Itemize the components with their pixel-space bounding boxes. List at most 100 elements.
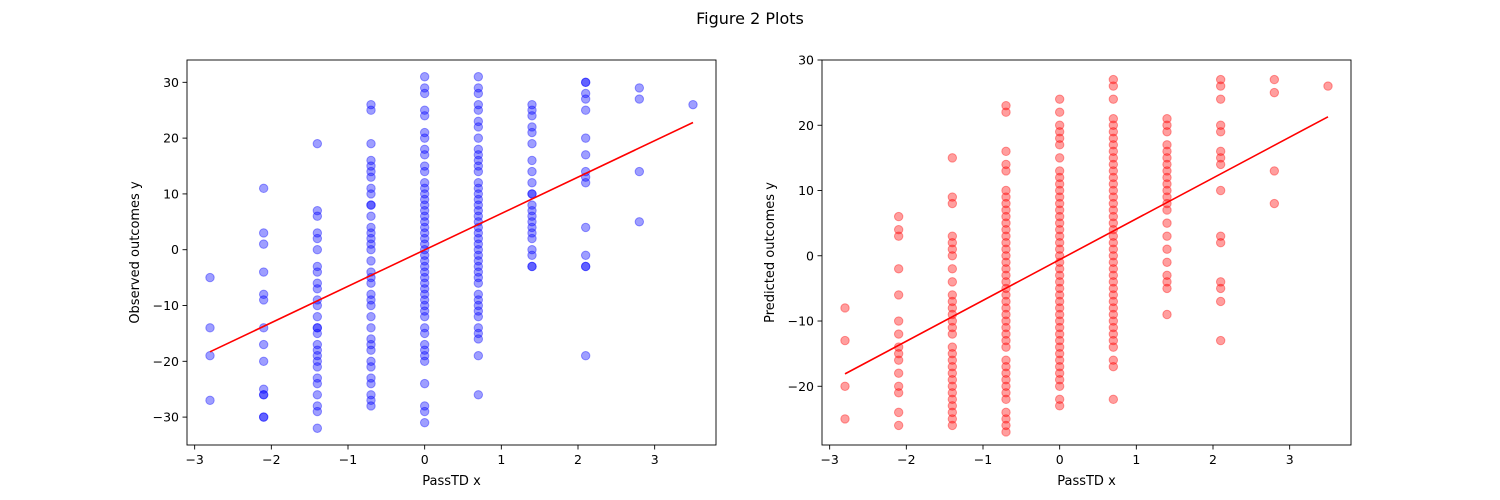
scatter-point	[419, 105, 430, 115]
scatter-point	[419, 161, 430, 171]
scatter-point	[1323, 81, 1333, 91]
scatter-point	[419, 345, 430, 355]
scatter-point	[580, 105, 591, 115]
scatter-point	[473, 256, 484, 266]
scatter-point	[580, 88, 591, 99]
scatter-point	[419, 83, 430, 93]
scatter-point	[1215, 120, 1226, 130]
scatter-point	[893, 407, 904, 418]
x-tick-label: −3	[185, 452, 203, 467]
scatter-point	[1001, 388, 1011, 398]
scatter-point	[419, 328, 430, 339]
scatter-point	[1162, 120, 1172, 130]
scatter-point	[1108, 211, 1119, 222]
scatter-point	[419, 200, 430, 210]
scatter-point	[1054, 296, 1065, 307]
scatter-point	[1054, 401, 1065, 411]
scatter-point	[1001, 231, 1011, 241]
scatter-point	[1215, 81, 1226, 91]
scatter-point	[947, 414, 958, 424]
scatter-point	[473, 267, 484, 277]
scatter-point	[366, 395, 376, 406]
scatter-point	[1108, 329, 1119, 339]
scatter-point	[473, 88, 484, 99]
scatter-point	[419, 144, 430, 154]
scatter-point	[473, 245, 484, 255]
scatter-point	[473, 133, 484, 143]
scatter-point	[1001, 296, 1011, 307]
scatter-point	[893, 231, 904, 241]
scatter-point	[1001, 100, 1011, 111]
y-tick-label: −20	[788, 379, 814, 394]
scatter-point	[312, 328, 323, 339]
scatter-point	[419, 378, 430, 389]
scatter-point	[419, 339, 430, 350]
scatter-point	[312, 406, 323, 417]
scatter-point	[1054, 355, 1065, 365]
scatter-point	[1162, 172, 1172, 183]
scatter-point	[312, 351, 323, 361]
scatter-point	[473, 233, 484, 244]
scatter-point	[527, 166, 537, 177]
scatter-point	[312, 323, 323, 333]
scatter-point	[1215, 296, 1226, 307]
scatter-point	[1108, 146, 1119, 157]
scatter-point	[419, 228, 430, 238]
scatter-point	[1001, 257, 1011, 267]
scatter-point	[1108, 257, 1119, 267]
scatter-point	[947, 355, 958, 365]
scatter-point	[1108, 74, 1119, 85]
scatter-point	[1108, 303, 1119, 313]
scatter-point	[473, 161, 484, 171]
scatter-point	[473, 289, 484, 300]
scatter-point	[1001, 166, 1011, 176]
scatter-point	[1108, 185, 1119, 196]
scatter-point	[580, 150, 591, 160]
scatter-point	[473, 306, 484, 316]
scatter-point	[840, 335, 850, 346]
scatter-point	[634, 83, 645, 93]
scatter-point	[258, 267, 269, 277]
axes-frame	[186, 59, 717, 446]
scatter-point	[527, 122, 537, 132]
scatter-point	[947, 238, 958, 248]
scatter-point	[258, 239, 269, 249]
scatter-point	[419, 351, 430, 361]
scatter-point	[1215, 277, 1226, 287]
scatter-point	[527, 127, 537, 138]
y-tick-label: −30	[153, 410, 179, 425]
scatter-point	[1001, 185, 1011, 196]
scatter-point	[1108, 179, 1119, 189]
scatter-point	[947, 264, 958, 274]
scatter-point	[840, 303, 850, 313]
regression-line	[209, 121, 694, 353]
scatter-point	[1054, 348, 1065, 359]
scatter-point	[366, 390, 376, 400]
scatter-point	[366, 289, 376, 300]
scatter-point	[1108, 238, 1119, 248]
x-axis-label: PassTD x	[1057, 474, 1116, 489]
scatter-point	[1054, 218, 1065, 228]
scatter-point	[1108, 198, 1119, 209]
scatter-point	[473, 323, 484, 333]
scatter-point	[366, 200, 376, 210]
scatter-point	[1001, 218, 1011, 228]
scatter-point	[1162, 309, 1172, 320]
scatter-point	[473, 228, 484, 238]
scatter-point	[1001, 290, 1011, 300]
scatter-point	[947, 401, 958, 411]
scatter-point	[1054, 224, 1065, 235]
x-tick-label: 0	[421, 452, 429, 467]
scatter-point	[580, 261, 591, 272]
scatter-point	[205, 272, 215, 283]
scatter-point	[947, 153, 958, 163]
scatter-point	[366, 183, 376, 194]
scatter-point	[419, 267, 430, 277]
scatter-point	[419, 417, 430, 428]
scatter-point	[1001, 407, 1011, 418]
scatter-point	[1054, 290, 1065, 300]
scatter-point	[1108, 277, 1119, 287]
scatter-point	[419, 272, 430, 283]
scatter-point	[473, 211, 484, 221]
